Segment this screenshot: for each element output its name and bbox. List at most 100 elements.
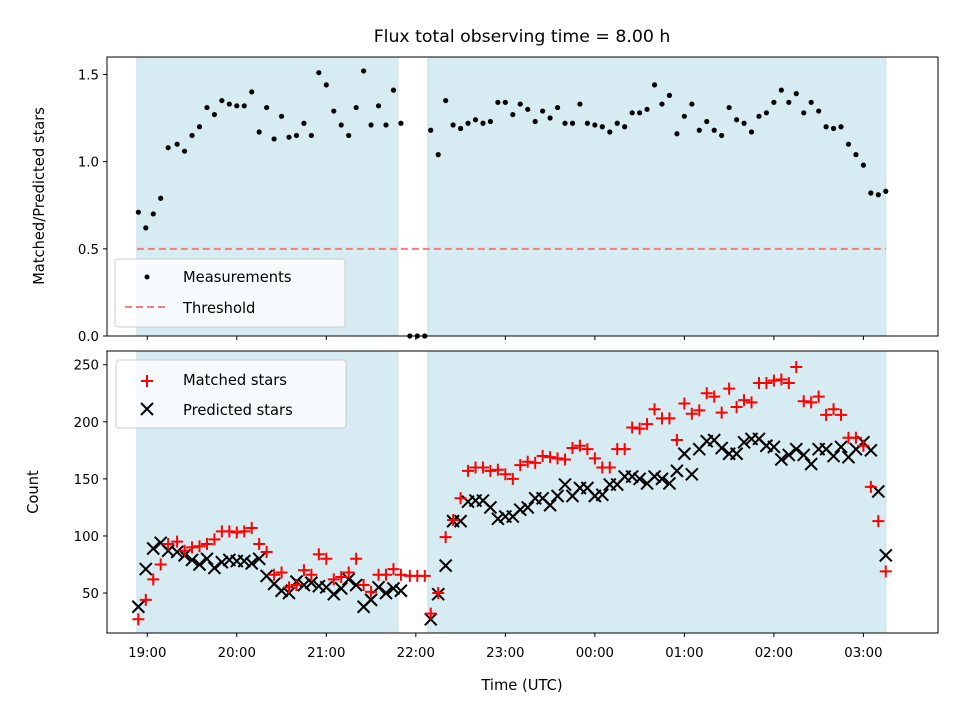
- matched-stars-point: [223, 525, 236, 538]
- predicted-stars-point: [513, 502, 527, 517]
- measurement-point: [174, 141, 180, 147]
- y-tick-label: 1.0: [78, 156, 99, 171]
- predicted-stars-point: [550, 489, 565, 503]
- predicted-stars-point: [685, 467, 699, 482]
- measurement-point: [793, 91, 799, 97]
- matched-stars-point: [297, 564, 310, 577]
- matched-stars-point: [723, 382, 736, 395]
- matched-stars-point: [186, 541, 199, 554]
- measurement-point: [666, 92, 673, 98]
- measurement-point: [480, 120, 486, 126]
- bottom-panel: 50 100 150 200 250 19:00 20:00 21:00 22:00 23:00…: [25, 350, 939, 694]
- predicted-stars-point: [647, 469, 662, 484]
- matched-stars-point: [320, 552, 333, 565]
- measurement-point: [293, 132, 300, 139]
- matched-stars-point: [663, 412, 676, 425]
- measurement-point: [689, 101, 695, 107]
- predicted-stars-point: [558, 477, 572, 492]
- matched-stars-point: [573, 439, 586, 452]
- top-legend: Measurements Threshold: [114, 258, 346, 328]
- matched-stars-point: [499, 468, 512, 481]
- matched-stars-point: [335, 571, 348, 584]
- measurement-point: [756, 113, 762, 119]
- matched-stars-point: [835, 408, 848, 421]
- matched-stars-point: [268, 568, 281, 581]
- measurement-point: [816, 108, 822, 114]
- measurement-point: [502, 99, 508, 105]
- measurement-point: [165, 145, 171, 151]
- top-y-ticks: 0.0 0.5 1.0 1.5: [78, 68, 107, 345]
- top-panel: 0.0 0.5 1.0 1.5 Matched/Predicted stars Mea…: [31, 56, 939, 345]
- measurement-point: [383, 122, 389, 128]
- measurement-point: [375, 103, 382, 109]
- matched-stars-point: [715, 406, 728, 419]
- measurement-point: [219, 97, 225, 104]
- predicted-stars-point: [826, 449, 841, 463]
- matched-stars-point: [767, 374, 780, 387]
- measurement-point: [540, 108, 546, 114]
- measurement-point: [778, 87, 784, 93]
- measurement-point: [487, 118, 494, 125]
- predicted-stars-point: [670, 464, 684, 478]
- matched-stars-point: [805, 396, 818, 409]
- measurement-point: [390, 87, 397, 93]
- measurement-point: [510, 111, 516, 118]
- measurement-point: [301, 120, 307, 126]
- matched-stars-point: [514, 459, 527, 472]
- matched-stars-point: [260, 545, 273, 558]
- measurement-point: [465, 120, 471, 126]
- matched-stars-point: [357, 579, 370, 592]
- matched-stars-point: [559, 453, 572, 466]
- matched-stars-point: [171, 535, 184, 548]
- measurement-point: [696, 127, 702, 133]
- matched-stars-point: [312, 548, 325, 561]
- matched-stars-point: [178, 544, 191, 557]
- matched-stars-point: [730, 400, 743, 413]
- measurement-point: [681, 113, 687, 119]
- matched-stars-point: [864, 480, 877, 493]
- measurement-point: [241, 103, 247, 109]
- measurement-point: [584, 120, 590, 126]
- matched-stars-point: [193, 540, 206, 553]
- x-tick-label: 03:00: [844, 646, 882, 661]
- measurement-point: [189, 132, 195, 139]
- predicted-stars-point: [714, 441, 729, 455]
- measurement-point: [748, 129, 755, 135]
- matched-stars-point: [551, 452, 564, 465]
- predicted-stars-point: [483, 500, 498, 515]
- measurement-point: [249, 89, 255, 95]
- bottom-y-ticks: 50 100 150 200 250: [74, 359, 107, 602]
- legend-matched-label: Matched stars: [183, 372, 287, 389]
- matched-stars-point: [529, 456, 542, 469]
- measurement-point: [823, 124, 829, 130]
- predicted-stars-point: [341, 572, 356, 587]
- matched-stars-point: [626, 421, 639, 434]
- measurement-point: [256, 129, 262, 135]
- bottom-x-ticks: 19:00 20:00 21:00 22:00 23:00 00:00 01:00 02:00…: [128, 633, 883, 661]
- predicted-stars-point: [879, 548, 893, 563]
- matched-stars-point: [797, 395, 810, 408]
- measurement-point: [435, 152, 441, 158]
- bottom-legend: Matched stars Predicted stars: [115, 359, 347, 429]
- measurement-point: [525, 106, 531, 112]
- predicted-stars-point: [379, 586, 393, 600]
- matched-stars-point: [432, 587, 445, 600]
- measurement-point: [808, 99, 814, 105]
- legend-matched-marker: [141, 375, 153, 387]
- matched-stars-point: [685, 407, 698, 420]
- top-shaded-intervals: [136, 56, 887, 337]
- predicted-stars-point: [297, 578, 311, 592]
- measurement-point: [346, 132, 352, 139]
- measurement-point: [264, 104, 270, 111]
- matched-stars-point: [132, 613, 145, 626]
- measurement-point: [278, 113, 285, 119]
- matched-stars-point: [544, 451, 557, 464]
- measurement-point: [704, 118, 710, 125]
- top-legend-box: [114, 258, 346, 328]
- measurement-point: [801, 110, 807, 116]
- predicted-stars-point: [662, 476, 677, 491]
- measurement-point: [771, 99, 777, 105]
- measurement-point: [853, 152, 859, 158]
- predicted-stars-point: [804, 457, 818, 471]
